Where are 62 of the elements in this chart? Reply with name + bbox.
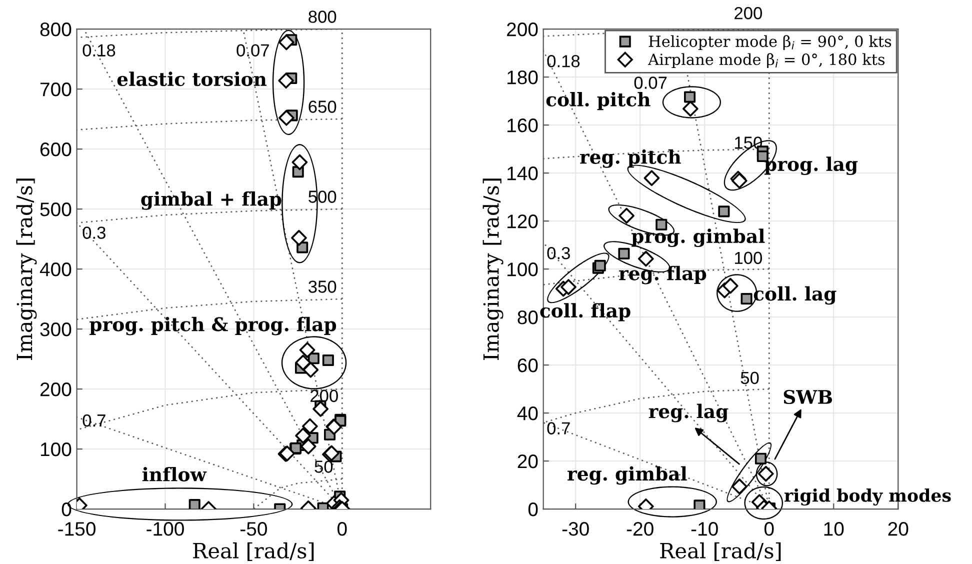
annotation: 0.7 bbox=[547, 422, 570, 434]
annotation: 0.3 bbox=[82, 226, 106, 239]
annotation: coll. pitch bbox=[546, 92, 650, 110]
y-tick-label: 60 bbox=[518, 358, 538, 372]
x-tick-label: -10 bbox=[691, 522, 718, 536]
annotation: reg. pitch bbox=[580, 149, 681, 168]
y-axis-title: Imaginary [rad/s] bbox=[482, 178, 504, 360]
annotation: 0.07 bbox=[236, 44, 269, 57]
y-tick-label: 400 bbox=[40, 262, 72, 276]
annotation: 50 bbox=[314, 460, 333, 473]
annotation: 350 bbox=[308, 280, 336, 293]
y-tick-label: 180 bbox=[508, 70, 538, 84]
y-tick-label: 800 bbox=[40, 22, 72, 36]
y-tick-label: 200 bbox=[40, 382, 72, 396]
x-tick-label: 0 bbox=[337, 522, 347, 536]
annotation: SWB bbox=[784, 390, 832, 404]
annotation: gimbal + flap bbox=[141, 191, 282, 210]
legend-label: Airplane mode β$_{i}$ = 0°, 180 kts bbox=[648, 53, 885, 68]
y-tick-label: 100 bbox=[40, 442, 72, 456]
y-tick-label: 120 bbox=[508, 214, 538, 228]
x-axis-title: Real [rad/s] bbox=[193, 542, 314, 561]
annotation: 0.07 bbox=[634, 76, 667, 89]
annotation: 650 bbox=[308, 100, 336, 113]
x-tick-label: -30 bbox=[562, 522, 589, 536]
annotation: reg. flap bbox=[619, 266, 706, 284]
y-tick-label: 80 bbox=[518, 310, 538, 324]
x-axis-title: Real [rad/s] bbox=[660, 542, 781, 561]
annotation: 0.18 bbox=[547, 55, 580, 68]
annotation: 100 bbox=[735, 252, 762, 264]
annotation: prog. pitch & prog. flap bbox=[90, 316, 336, 336]
x-tick-label: 0 bbox=[764, 522, 774, 536]
y-tick-label: 500 bbox=[40, 202, 72, 216]
y-tick-label: 300 bbox=[40, 322, 72, 336]
annotation: 50 bbox=[740, 372, 759, 384]
annotation: 0.7 bbox=[82, 414, 106, 427]
y-tick-label: 20 bbox=[518, 454, 538, 468]
annotation: reg. gimbal bbox=[568, 466, 687, 485]
y-tick-label: 600 bbox=[40, 142, 72, 156]
text: 200 bbox=[734, 7, 762, 20]
x-tick-label: 10 bbox=[824, 522, 844, 536]
legend-label: Helicopter mode β$_{i}$ = 90°, 0 kts bbox=[648, 35, 892, 50]
annotation: 0.3 bbox=[547, 246, 570, 260]
y-axis-title: Imaginary [rad/s] bbox=[16, 178, 37, 360]
y-tick-label: 140 bbox=[508, 166, 538, 180]
y-tick-label: 200 bbox=[507, 22, 538, 36]
y-tick-label: 0 bbox=[62, 502, 72, 516]
x-tick-label: 20 bbox=[888, 522, 908, 536]
y-tick-label: 700 bbox=[40, 82, 72, 96]
x-tick-label: -100 bbox=[146, 522, 184, 536]
annotation: 0.18 bbox=[82, 44, 116, 57]
text: 800 bbox=[308, 10, 336, 23]
annotation: prog. gimbal bbox=[632, 228, 765, 248]
annotation: reg. lag bbox=[648, 404, 728, 422]
y-tick-label: 40 bbox=[517, 406, 538, 420]
x-tick-label: -150 bbox=[58, 522, 96, 536]
y-tick-label: 100 bbox=[508, 262, 538, 276]
x-tick-label: -20 bbox=[626, 522, 654, 536]
y-tick-label: 160 bbox=[508, 118, 538, 132]
x-tick-label: -50 bbox=[240, 522, 267, 536]
y-tick-label: 0 bbox=[528, 502, 538, 516]
annotation: inflow bbox=[142, 466, 207, 482]
annotation: elastic torsion bbox=[117, 72, 267, 86]
